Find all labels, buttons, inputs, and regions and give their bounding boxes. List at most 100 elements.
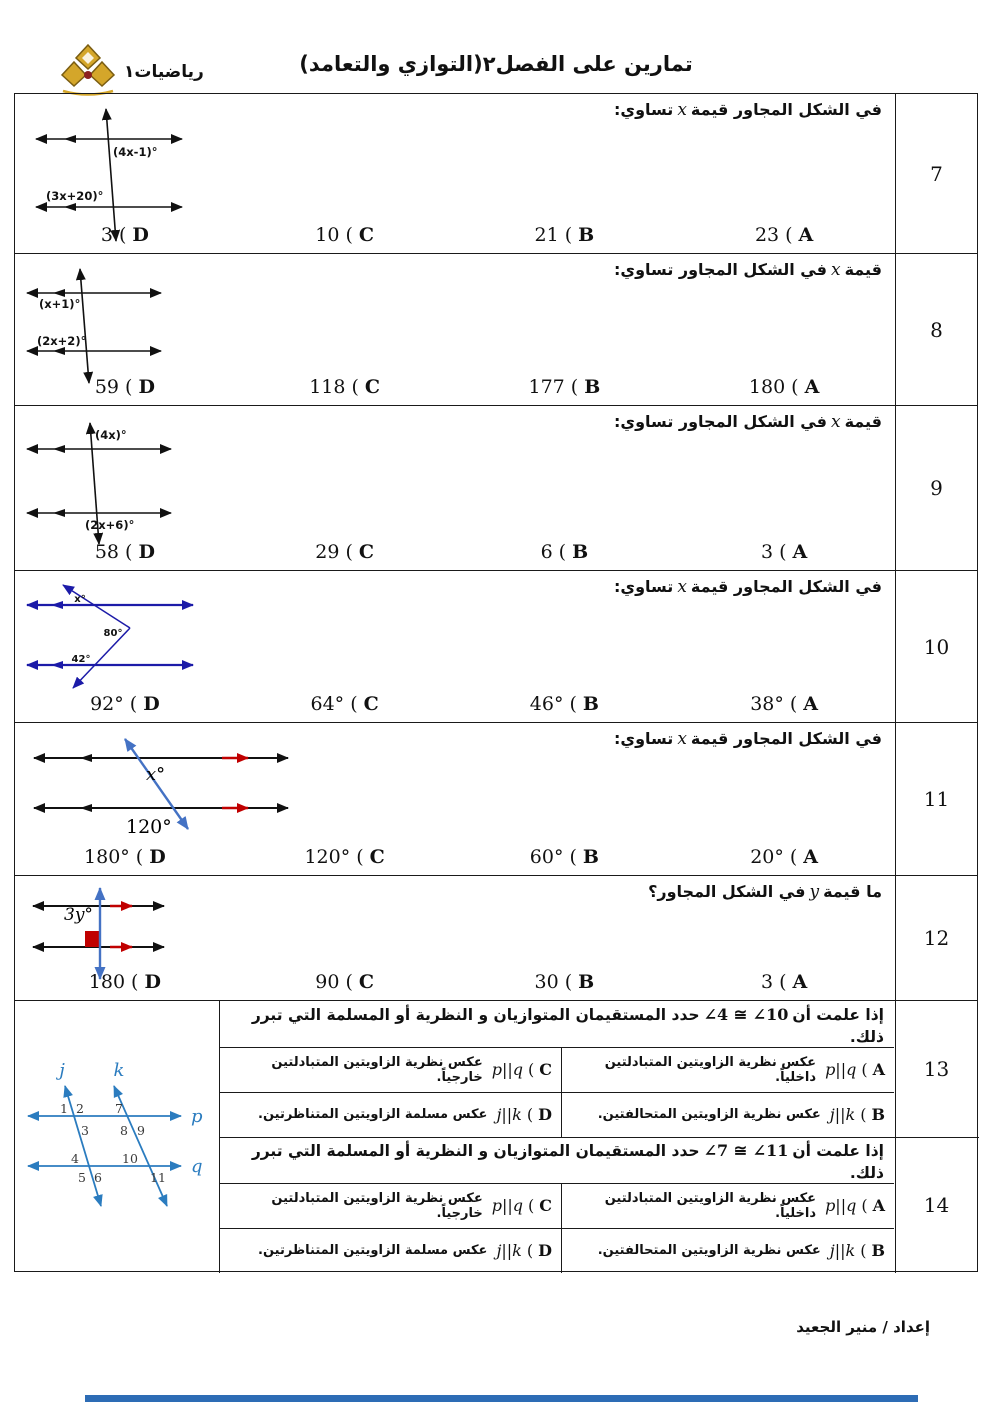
footer-bar (85, 1395, 918, 1402)
angle-label-42: 42° (72, 654, 91, 665)
question-row-11: 11 في الشكل المجاور قيمةxتساوي: x° 120° (15, 723, 977, 876)
school-logo-icon (60, 43, 116, 96)
math-x: x (830, 412, 841, 432)
math-x: x (677, 729, 687, 749)
answer-option-b: 21(B (534, 224, 595, 246)
question-prompt: إذا علمت أن∠4 ≅ ∠10حدد المستقيمان المتوا… (251, 1005, 884, 1046)
answer-option-b: 46°(B (529, 693, 599, 715)
answer-option-b: 6(B (540, 541, 589, 563)
answer-row: 3(A 6(B 29(C 58(D (15, 537, 894, 567)
answer-option-c: عكس نظرية الزاويتين المتبادلتين خارجياً.… (271, 1190, 552, 1221)
question-prompt: في الشكل المجاور قيمةxتساوي: (614, 729, 882, 749)
angle-label-x: x° (74, 594, 85, 605)
divider (561, 1047, 562, 1137)
angle-label-bottom: (2x+6)° (85, 518, 134, 532)
answer-option-d: 3(D (100, 224, 149, 246)
answer-option-a: عكس نظرية الزاويتين المتبادلتين داخلياً.… (604, 1054, 885, 1085)
divider (219, 1183, 894, 1184)
angle-number-8: 8 (120, 1123, 128, 1138)
question-prompt: قيمةxفي الشكل المجاور تساوي: (614, 412, 882, 432)
right-angle-marker (85, 931, 100, 947)
row-divider (219, 1137, 979, 1138)
answer-option-d: 59(D (94, 376, 155, 398)
answer-option-a: 23(A (754, 224, 814, 246)
question-number: 14 (895, 1137, 977, 1273)
question-row-13: 13 إذا علمت أن∠4 ≅ ∠10حدد المستقيمان الم… (15, 1001, 977, 1137)
answer-option-b: عكس نظرية الزاويتين المتحالفتين. j||k(B (597, 1105, 885, 1124)
question-row-12: 12 ما قيمةyفي الشكل المجاور؟ 3y° 3(A 30(… (15, 876, 977, 1001)
angle-label-x: x° (146, 764, 165, 785)
question-prompt: في الشكل المجاور قيمةxتساوي: (614, 577, 882, 597)
answer-row: 3(A 30(B 90(C 180(D (15, 967, 894, 997)
question-row-14: 14 إذا علمت أن∠7 ≅ ∠11حدد المستقيمان الم… (15, 1137, 977, 1273)
angle-label-3y: 3y° (64, 905, 93, 925)
answer-option-a: 3(A (760, 541, 808, 563)
answer-option-c: 64°(C (310, 693, 379, 715)
page-title: تمارين على الفصل٢(التوازي والتعامد) (299, 52, 693, 76)
answer-option-a: عكس نظرية الزاويتين المتبادلتين داخلياً.… (604, 1190, 885, 1221)
question-prompt: ما قيمةyفي الشكل المجاور؟ (648, 882, 882, 902)
angle-number-7: 7 (115, 1101, 123, 1116)
answer-option-a: 20°(A (750, 846, 819, 868)
angle-number-2: 2 (76, 1101, 84, 1116)
angle-congruence-expression: ∠7 ≅ ∠11 (703, 1141, 789, 1160)
figure-lines-j-k-p-q: j k p q 1 2 3 7 8 9 4 5 6 10 11 (27, 1060, 203, 1207)
answer-option-d: 58(D (94, 541, 155, 563)
answer-option-c: عكس نظرية الزاويتين المتبادلتين خارجياً.… (271, 1054, 552, 1085)
question-row-7: 7 في الشكل المجاور قيمةxتساوي: (4x-1)° (… (15, 94, 977, 254)
question-row-10: 10 في الشكل المجاور قيمةxتساوي: x° 80° 4… (15, 571, 977, 723)
angle-congruence-expression: ∠4 ≅ ∠10 (703, 1005, 789, 1024)
angle-label-bottom: (3x+20)° (46, 189, 103, 203)
divider (219, 1228, 894, 1229)
question-prompt: إذا علمت أن∠7 ≅ ∠11حدد المستقيمان المتوا… (251, 1141, 884, 1182)
answer-option-d: عكس مسلمة الزاويتين المتناظرتين. j||k(D (258, 1241, 552, 1260)
answer-option-c: 90(C (315, 971, 374, 993)
question-prompt: في الشكل المجاور قيمةxتساوي: (614, 100, 882, 120)
answer-option-c: 118(C (309, 376, 381, 398)
math-x: x (677, 577, 687, 597)
answer-option-a: 38°(A (750, 693, 819, 715)
figure-parallel-lines-blue-transversal: x° 120° (33, 738, 289, 838)
brand-label: رياضيات١ (124, 62, 204, 82)
answer-option-d: 180(D (88, 971, 161, 993)
answer-option-b: 60°(B (529, 846, 599, 868)
angle-number-9: 9 (137, 1123, 145, 1138)
question-number: 12 (895, 876, 977, 1000)
line-label-p: p (191, 1106, 203, 1127)
answer-row: 180(A 177(B 118(C 59(D (15, 372, 894, 402)
figure-parallel-lines-transversal: (x+1)° (2x+2)° (26, 268, 162, 384)
math-y: y (809, 882, 820, 902)
answer-row: 23(A 21(B 10(C 3(D (15, 220, 894, 250)
answer-option-a: 180(A (748, 376, 820, 398)
figure-parallel-lines-v-shape: x° 80° 42° (26, 584, 194, 689)
angle-label-top: (x+1)° (39, 297, 80, 311)
answer-option-b: 177(B (528, 376, 601, 398)
angle-label-80: 80° (104, 628, 123, 639)
question-number: 11 (895, 723, 977, 875)
angle-number-4: 4 (71, 1151, 79, 1166)
divider (561, 1183, 562, 1273)
questions-table: 7 في الشكل المجاور قيمةxتساوي: (4x-1)° (… (14, 93, 979, 1273)
figure-perpendicular-transversal: 3y° (32, 887, 165, 980)
author-credit: إعداد / منير الجعيد (796, 1318, 930, 1336)
answer-option-c: 10(C (315, 224, 374, 246)
question-number: 10 (895, 571, 977, 722)
question-prompt: قيمةxفي الشكل المجاور تساوي: (614, 260, 882, 280)
angle-number-3: 3 (81, 1123, 89, 1138)
divider (219, 1092, 894, 1093)
math-x: x (830, 260, 841, 280)
question-number: 8 (895, 254, 977, 405)
answer-option-a: 3(A (760, 971, 808, 993)
line-label-k: k (114, 1060, 125, 1081)
question-number: 7 (895, 94, 977, 253)
math-x: x (677, 100, 687, 120)
answer-option-b: عكس نظرية الزاويتين المتحالفتين. j||k(B (597, 1241, 885, 1260)
angle-number-11: 11 (150, 1170, 166, 1185)
angle-number-5: 5 (78, 1170, 86, 1185)
line-label-q: q (191, 1156, 203, 1177)
answer-option-d: 180°(D (84, 846, 166, 868)
question-number: 9 (895, 406, 977, 570)
question-number: 13 (895, 1001, 977, 1137)
angle-number-1: 1 (60, 1101, 68, 1116)
